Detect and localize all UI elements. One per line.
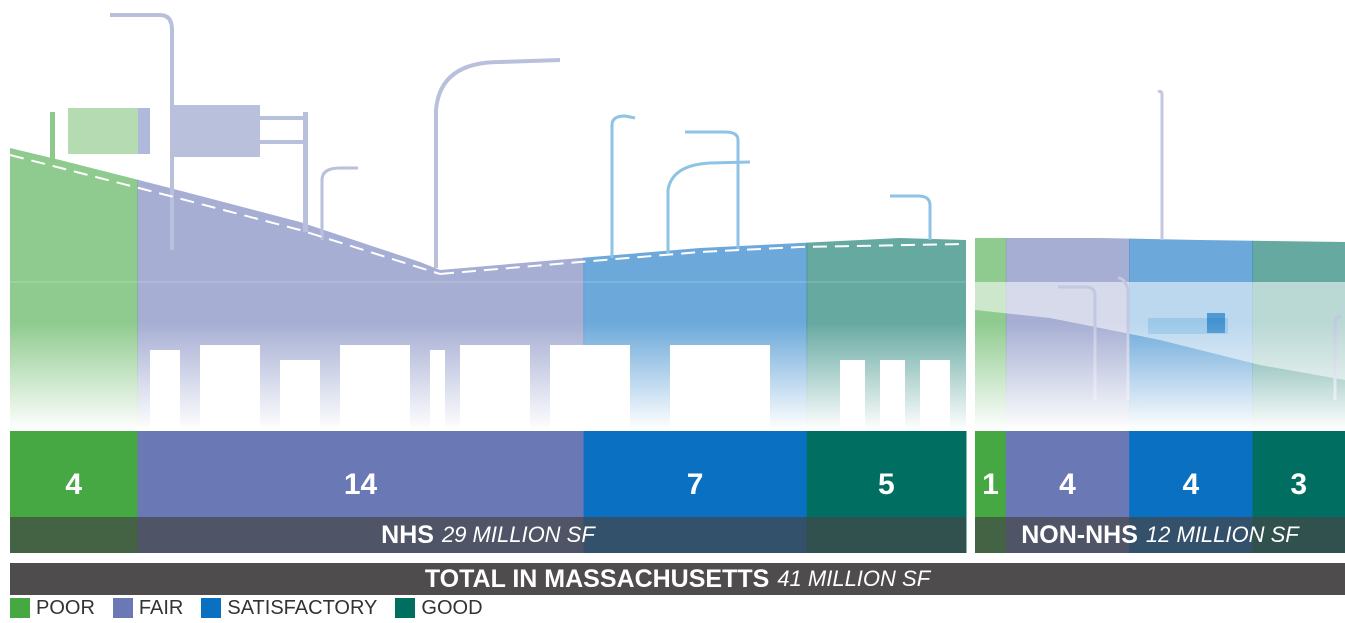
legend-swatch-satisfactory [201, 598, 222, 618]
non-nhs-value-good: 3 [1290, 468, 1307, 501]
total-label: TOTAL IN MASSACHUSETTS 41 MILLION SF [10, 563, 1345, 595]
nhs-name: NHS [381, 520, 434, 549]
non-nhs-total: 12 MILLION SF [1145, 522, 1299, 547]
legend-label-satisfactory: SATISFACTORY [227, 596, 378, 619]
non-nhs-label: NON-NHS 12 MILLION SF [975, 517, 1345, 553]
legend-item-poor: POOR [10, 597, 95, 620]
nhs-value-good: 5 [878, 468, 895, 501]
non-nhs-value-fair: 4 [1059, 468, 1076, 501]
legend-swatch-poor [10, 598, 30, 618]
total-name: TOTAL IN MASSACHUSETTS [424, 564, 770, 593]
legend: POOR FAIR SATISFACTORY GOOD [10, 595, 501, 621]
nhs-label: NHS 29 MILLION SF [10, 517, 966, 553]
nhs-value-poor: 4 [65, 468, 82, 501]
legend-swatch-fair [112, 598, 133, 618]
legend-item-satisfactory: SATISFACTORY [201, 597, 377, 620]
non-nhs-label-band [975, 517, 1345, 553]
highway-illustration-non-nhs [975, 0, 1345, 430]
legend-label-fair: FAIR [138, 596, 184, 619]
nhs-value-satisfactory: 7 [687, 468, 704, 501]
legend-label-good: GOOD [421, 596, 483, 619]
total-value: 41 MILLION SF [777, 566, 931, 591]
legend-label-poor: POOR [36, 596, 95, 619]
non-nhs-value-satisfactory: 4 [1182, 468, 1199, 501]
nhs-total: 29 MILLION SF [441, 522, 595, 547]
nhs-label-band [10, 517, 966, 553]
total-band [10, 563, 1345, 595]
legend-item-fair: FAIR [112, 596, 184, 620]
highway-illustration-nhs [10, 0, 966, 430]
legend-item-good: GOOD [395, 596, 483, 620]
non-nhs-name: NON-NHS [1021, 520, 1138, 549]
non-nhs-value-poor: 1 [982, 468, 999, 501]
nhs-value-fair: 14 [344, 468, 378, 501]
legend-swatch-good [395, 598, 416, 618]
